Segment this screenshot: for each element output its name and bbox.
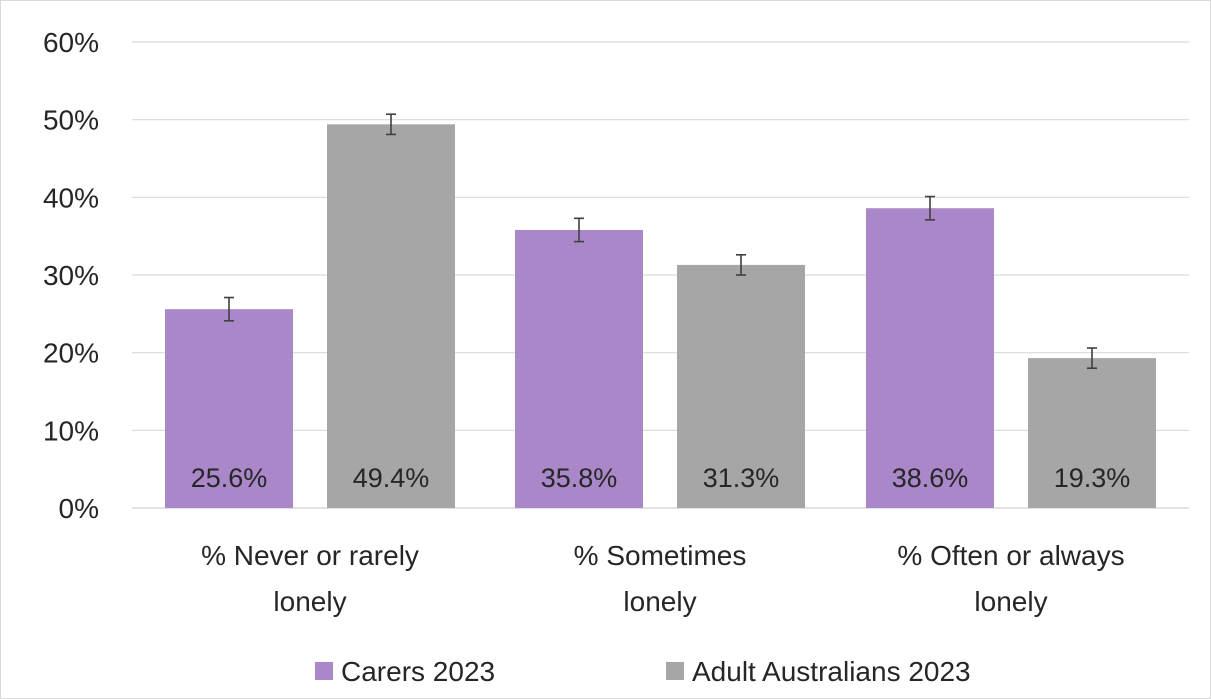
bar	[677, 264, 805, 508]
category-label: % Often or always	[897, 540, 1124, 571]
y-tick-label: 60%	[43, 27, 99, 58]
bar	[327, 124, 455, 509]
category-label: % Never or rarely	[201, 540, 419, 571]
legend-label: Adult Australians 2023	[692, 656, 971, 687]
data-label: 25.6%	[191, 463, 268, 493]
category-label: % Sometimes	[574, 540, 747, 571]
data-label: 49.4%	[353, 463, 430, 493]
data-label: 35.8%	[541, 463, 618, 493]
y-tick-label: 40%	[43, 182, 99, 213]
data-label: 38.6%	[892, 463, 969, 493]
bar	[515, 229, 643, 508]
y-tick-label: 30%	[43, 260, 99, 291]
y-tick-label: 20%	[43, 338, 99, 369]
bar	[165, 309, 293, 508]
category-label: lonely	[623, 586, 696, 617]
bar	[1028, 358, 1156, 508]
legend-label: Carers 2023	[341, 656, 495, 687]
bar	[866, 208, 994, 508]
data-label: 19.3%	[1054, 463, 1131, 493]
legend-swatch	[666, 662, 684, 680]
legend-swatch	[315, 662, 333, 680]
data-label: 31.3%	[703, 463, 780, 493]
category-label: lonely	[974, 586, 1047, 617]
y-tick-label: 50%	[43, 105, 99, 136]
y-tick-label: 10%	[43, 415, 99, 446]
y-tick-label: 0%	[59, 493, 99, 524]
category-label: lonely	[273, 586, 346, 617]
